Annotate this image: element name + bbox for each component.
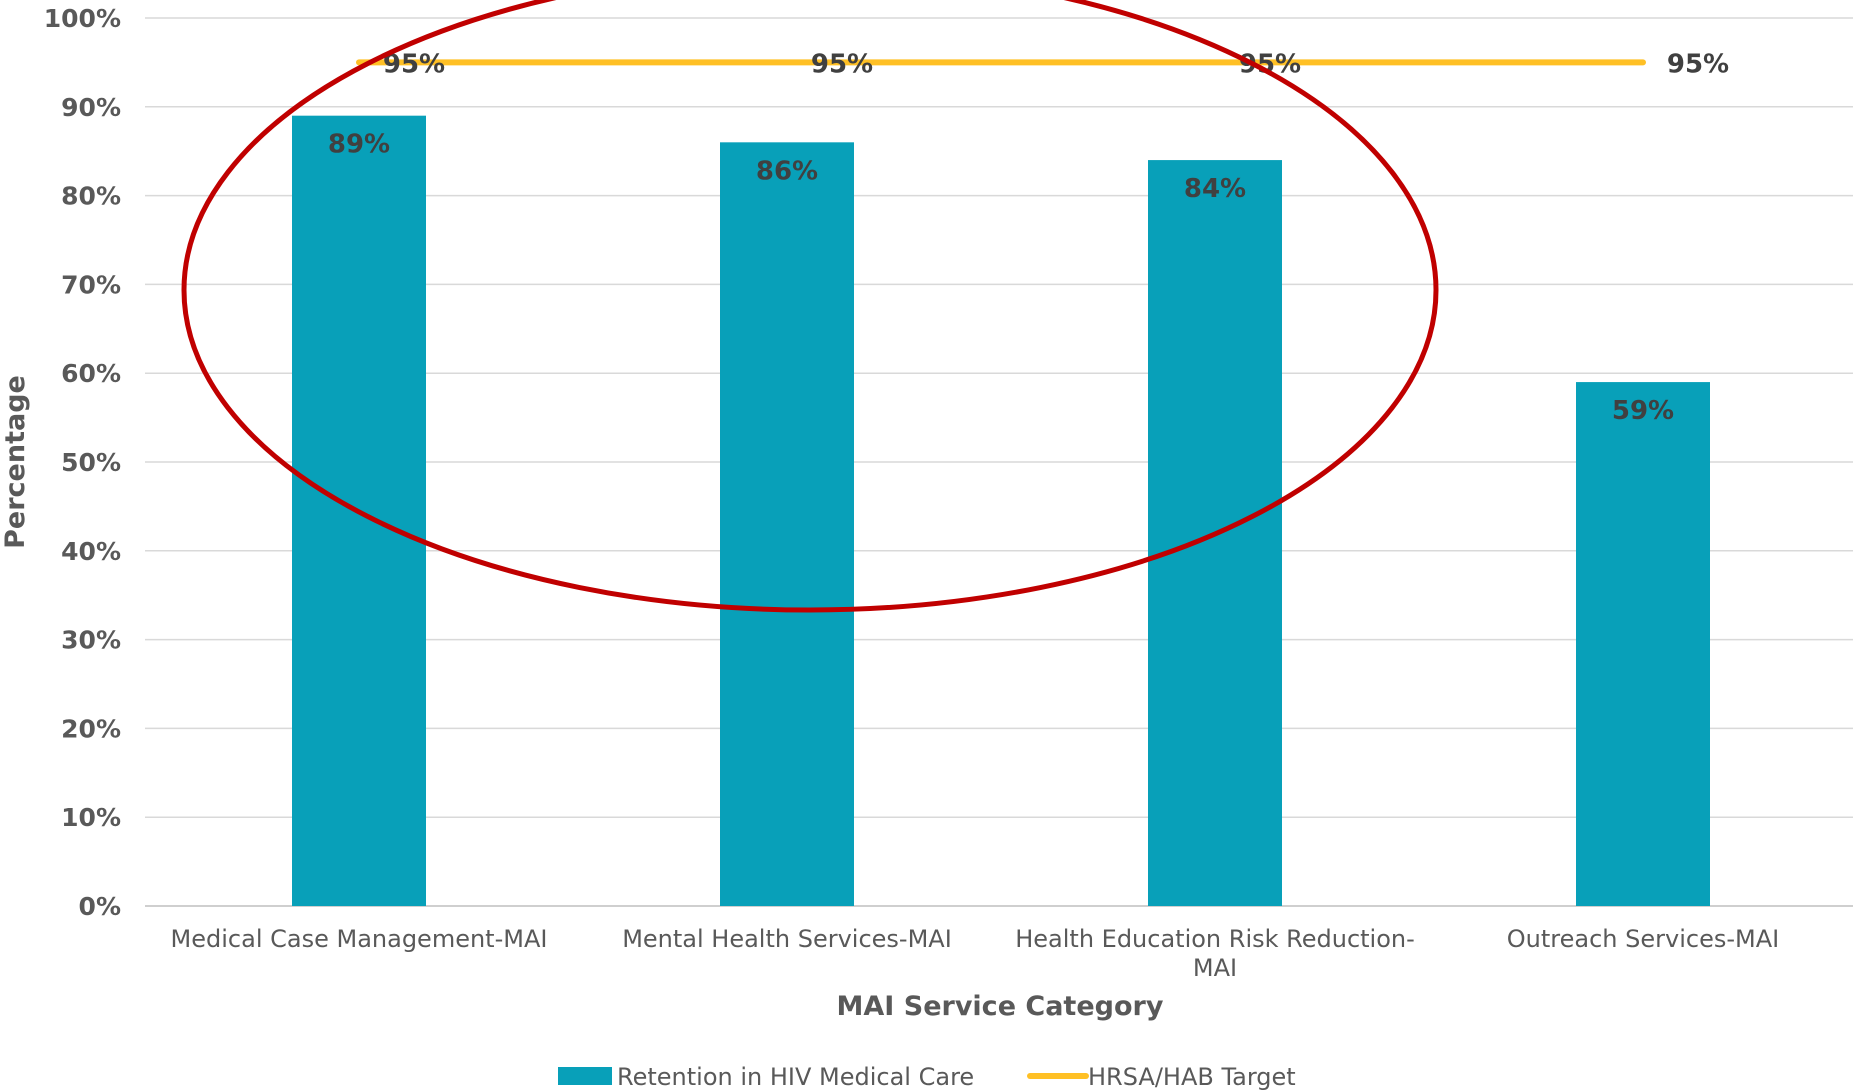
y-tick-label: 60% bbox=[61, 359, 121, 388]
highlight-ellipse bbox=[181, 0, 1439, 613]
bar bbox=[1576, 382, 1710, 907]
target-value-label: 95% bbox=[383, 49, 445, 79]
bar bbox=[720, 142, 854, 906]
bar-series bbox=[292, 115, 1710, 907]
x-axis-title: MAI Service Category bbox=[837, 991, 1164, 1022]
bar-value-label: 86% bbox=[756, 156, 818, 186]
y-tick-label: 50% bbox=[61, 448, 121, 477]
y-tick-label: 80% bbox=[61, 182, 121, 211]
x-category-label: Outreach Services-MAI bbox=[1507, 925, 1779, 953]
y-axis-title: Percentage bbox=[0, 375, 31, 549]
target-value-label: 95% bbox=[1667, 49, 1729, 79]
y-tick-label: 20% bbox=[61, 714, 121, 743]
x-category-label: Mental Health Services-MAI bbox=[622, 925, 952, 953]
target-line-series: 95% 95% 95% 95% bbox=[356, 49, 1729, 79]
y-tick-label: 30% bbox=[61, 626, 121, 655]
bar-value-label: 84% bbox=[1184, 174, 1246, 204]
x-axis-categories: Medical Case Management-MAI Mental Health… bbox=[171, 925, 1780, 982]
legend: Retention in HIV Medical Care HRSA/HAB T… bbox=[558, 1063, 1296, 1091]
bar-value-label: 59% bbox=[1612, 396, 1674, 426]
bar-data-labels: 89% 86% 84% 59% bbox=[328, 130, 1674, 426]
legend-label-target: HRSA/HAB Target bbox=[1088, 1063, 1296, 1091]
gridlines bbox=[145, 17, 1853, 907]
bar-value-label: 89% bbox=[328, 130, 390, 160]
y-tick-label: 100% bbox=[44, 4, 121, 33]
y-tick-label: 0% bbox=[79, 892, 121, 921]
legend-label-retention: Retention in HIV Medical Care bbox=[617, 1063, 974, 1091]
legend-swatch-retention bbox=[558, 1067, 612, 1085]
y-tick-label: 70% bbox=[61, 270, 121, 299]
target-value-label: 95% bbox=[811, 49, 873, 79]
y-tick-label: 10% bbox=[61, 803, 121, 832]
x-category-label: Medical Case Management-MAI bbox=[171, 925, 548, 953]
y-tick-label: 90% bbox=[61, 93, 121, 122]
x-category-label: Health Education Risk Reduction- bbox=[1015, 925, 1415, 953]
y-axis-ticks: 0% 10% 20% 30% 40% 50% 60% 70% 80% 90% 100% bbox=[44, 4, 121, 921]
x-category-label: MAI bbox=[1193, 954, 1237, 982]
y-tick-label: 40% bbox=[61, 537, 121, 566]
